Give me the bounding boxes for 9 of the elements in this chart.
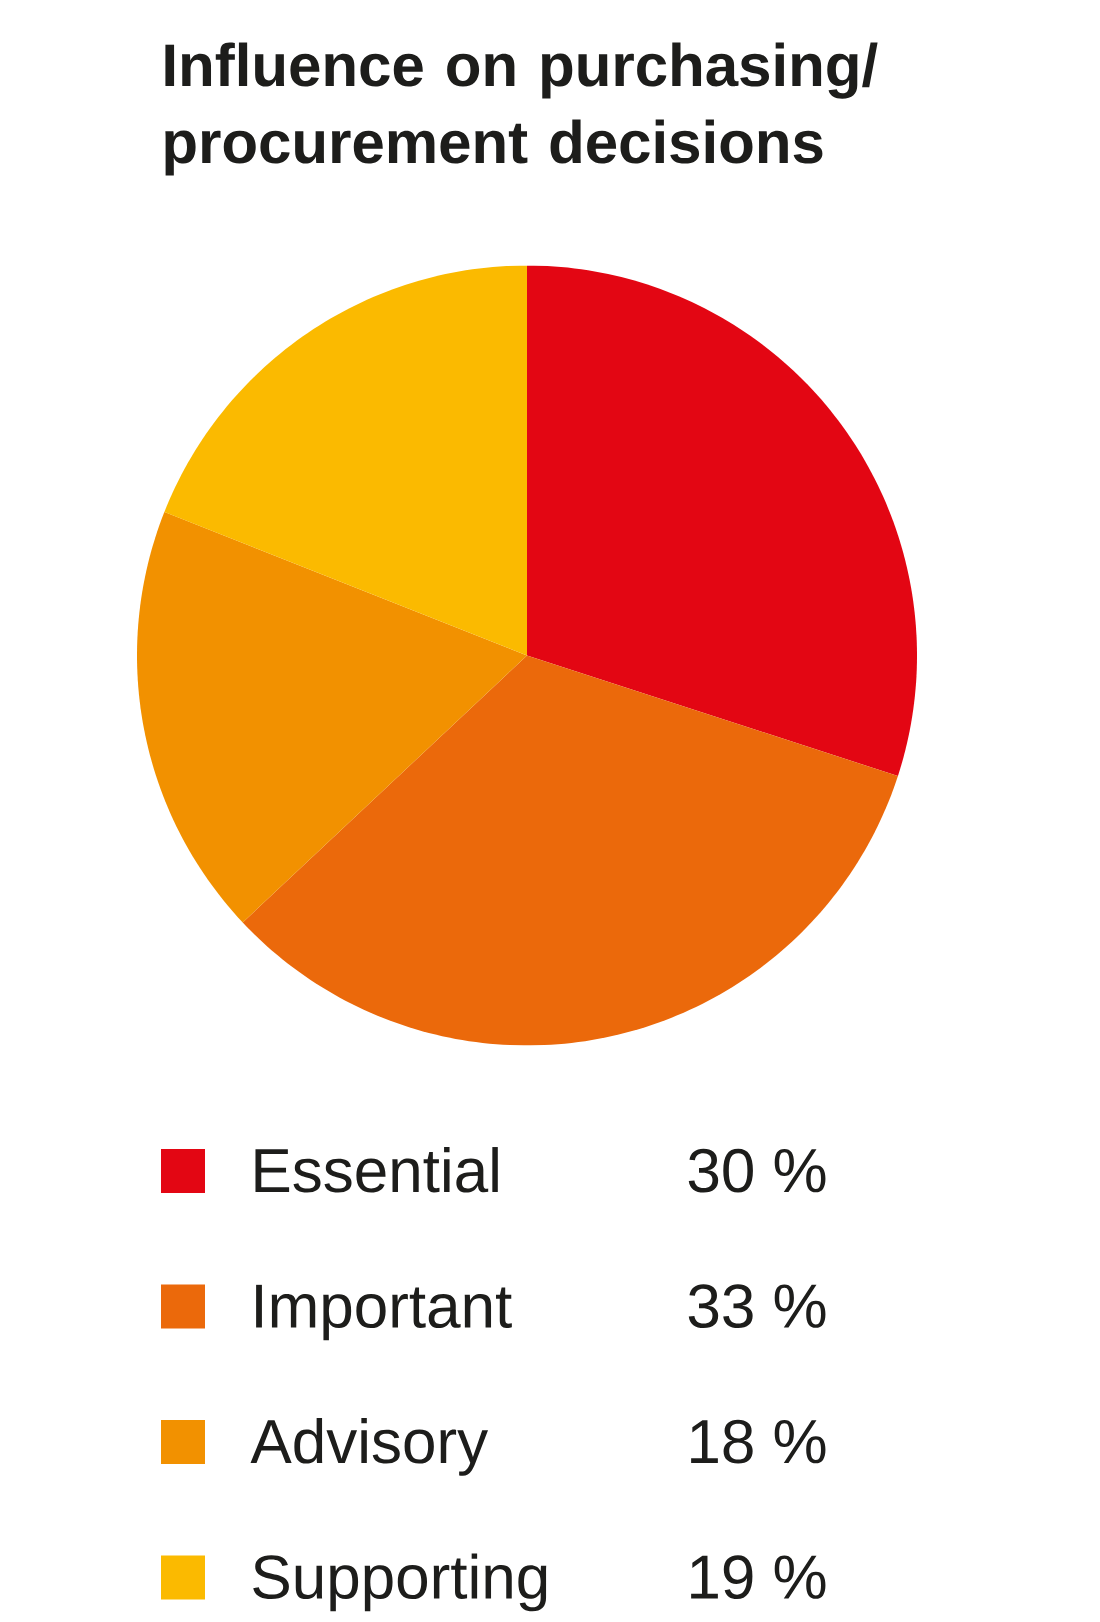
legend-label: Supporting [253,1553,547,1612]
legend-label: Advisory [250,1418,488,1476]
data-label: 18 % [691,1419,826,1464]
legend-label: Important [256,1284,512,1341]
chart-title: Influence on purchasing/ procurement decisions [165,42,878,176]
data-label: 19 % [691,1555,826,1600]
data-label: 33 % [688,1284,826,1329]
legend-label: Essential [255,1147,498,1193]
data-label: 30 % [688,1148,826,1193]
